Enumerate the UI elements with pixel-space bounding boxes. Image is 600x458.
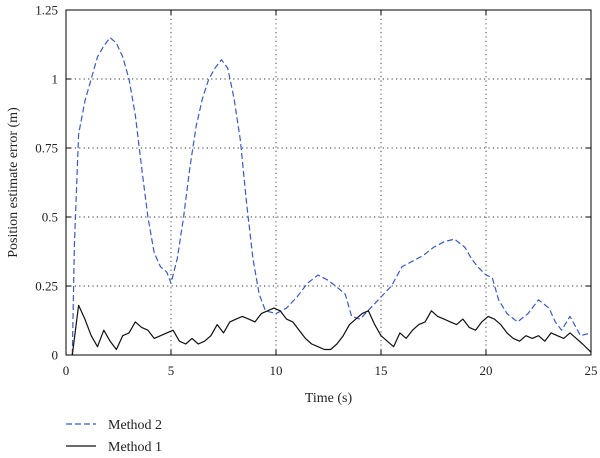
y-tick-label: 0: [52, 348, 59, 363]
y-tick-label: 1.25: [35, 3, 58, 18]
x-axis-ticks: 0 5 10 15 20 25: [63, 10, 598, 378]
legend: Method 2 Method 1: [66, 418, 162, 455]
series-line-method-2: [71, 37, 592, 356]
y-tick-label: 0.5: [42, 210, 58, 225]
grid-lines: [66, 10, 591, 355]
y-tick-label: 0.75: [35, 141, 58, 156]
series-line-method-1: [71, 304, 592, 356]
y-tick-label: 0.25: [35, 279, 58, 294]
x-tick-label: 5: [168, 363, 175, 378]
x-tick-label: 0: [63, 363, 70, 378]
legend-label-method-1: Method 1: [108, 440, 162, 455]
y-tick-label: 1: [52, 72, 59, 87]
y-axis-title: Position estimate error (m): [6, 107, 21, 258]
x-tick-label: 20: [480, 363, 493, 378]
x-axis-title: Time (s): [305, 391, 353, 406]
y-axis-ticks: 0 0.25 0.5 0.75 1 1.25: [35, 3, 591, 363]
x-tick-label: 25: [585, 363, 598, 378]
series-layer: [71, 37, 592, 356]
plot-frame: [65, 9, 592, 356]
x-tick-label: 10: [270, 363, 283, 378]
legend-label-method-2: Method 2: [108, 418, 162, 433]
x-tick-label: 15: [375, 363, 388, 378]
